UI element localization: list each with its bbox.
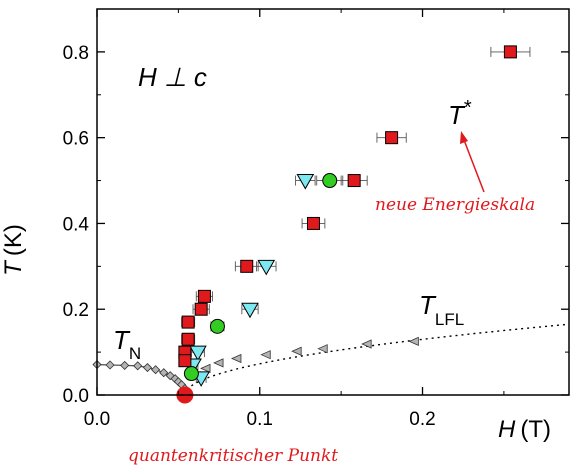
energy-scale-arrowhead <box>460 131 468 144</box>
tstar-label: T* <box>448 97 472 130</box>
square-marker <box>181 332 195 346</box>
triangle-down-marker <box>189 345 207 362</box>
field-direction-label: H ⊥ c <box>138 62 207 92</box>
y-axis-title: T (K) <box>0 224 27 276</box>
square-marker <box>385 131 399 145</box>
circle-marker <box>209 318 225 334</box>
tick-layer: 0.0 0.1 0.2 0.0 0.2 0.4 0.6 0.8 <box>63 8 569 430</box>
y-tick-label: 0.0 <box>63 386 89 407</box>
diamond-marker <box>142 362 153 373</box>
square-marker <box>194 302 208 316</box>
triangle-down-marker <box>296 174 315 190</box>
x-axis-unit: (T) <box>520 416 551 443</box>
diamond-marker <box>151 365 161 375</box>
square-marker <box>181 315 195 329</box>
triangle-down-marker <box>257 259 276 276</box>
square-marker <box>178 354 192 368</box>
diamond-marker <box>133 361 143 371</box>
triangle-left-marker <box>317 344 328 354</box>
triangle-left-marker <box>408 336 419 347</box>
triangle-left-marker <box>291 346 302 356</box>
tn-sub: N <box>129 344 141 363</box>
y-tick-label: 0.2 <box>63 300 89 321</box>
x-axis-title: H (T) <box>498 416 551 443</box>
y-tick-label: 0.8 <box>63 43 89 64</box>
tlfl-label: TLFL <box>419 290 464 329</box>
frame-layer <box>96 8 570 396</box>
y-tick-label: 0.6 <box>63 129 89 150</box>
x-tick-label: 0.0 <box>84 409 110 430</box>
y-tick-label: 0.4 <box>63 214 90 235</box>
plot-frame <box>96 8 570 396</box>
x-tick-label: 0.2 <box>409 409 435 430</box>
square-marker <box>240 259 254 273</box>
triangle-down-marker <box>241 302 259 319</box>
diamond-marker <box>105 360 115 370</box>
triangle-left-marker <box>200 363 211 374</box>
tn-label: TN <box>113 325 141 363</box>
y-axis-unit: (K) <box>0 224 27 256</box>
square-marker <box>197 289 211 303</box>
y-axis-symbol: T <box>0 259 27 276</box>
triangle-left-marker <box>361 339 372 349</box>
triangle-left-marker <box>230 353 242 364</box>
circle-marker <box>183 366 199 382</box>
tstar-main: T <box>448 100 466 130</box>
energy-scale-arrow <box>463 139 485 193</box>
diamond-marker <box>159 368 169 378</box>
tlfl-dotted-line <box>191 323 570 387</box>
data-layer <box>92 45 570 404</box>
energy-scale-label: neue Energieskala <box>375 195 535 215</box>
x-axis-symbol: H <box>498 416 516 443</box>
triangle-left-marker <box>260 350 271 360</box>
square-marker <box>503 45 517 59</box>
triangle-left-marker <box>213 358 224 368</box>
tstar-sup: * <box>464 97 472 119</box>
square-marker <box>306 216 320 230</box>
tlfl-main: T <box>419 290 437 320</box>
diamond-marker <box>120 360 130 370</box>
tlfl-sub: LFL <box>435 310 464 329</box>
square-marker <box>347 174 361 188</box>
qcp-label: quantenkritischer Punkt <box>128 446 338 466</box>
circle-marker <box>322 173 338 189</box>
tn-main: T <box>113 325 131 355</box>
x-tick-label: 0.1 <box>247 409 273 430</box>
